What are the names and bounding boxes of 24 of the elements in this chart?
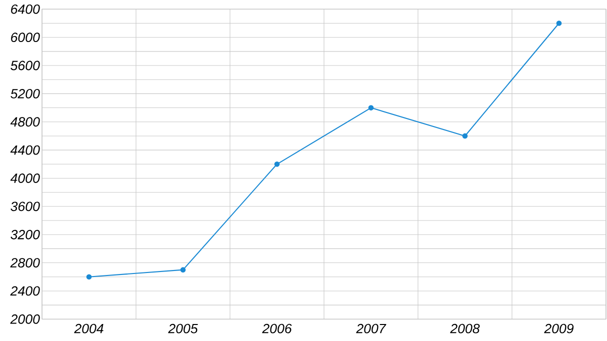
point: [368, 105, 374, 110]
y-tick-label: 2000: [10, 314, 40, 324]
y-tick-label: 3200: [10, 230, 40, 240]
y-tick-label: 5200: [10, 88, 40, 98]
x-tick-label: 2006: [262, 324, 292, 334]
x-tick-label: 2009: [544, 324, 574, 334]
y-tick-label: 5600: [10, 60, 40, 70]
y-tick-label: 4800: [10, 117, 40, 127]
point: [180, 267, 186, 272]
y-tick-label: 4000: [10, 173, 40, 183]
x-tick-label: 2004: [74, 324, 104, 334]
x-tick-label: 2005: [168, 324, 198, 334]
y-tick-label: 6000: [11, 32, 40, 42]
y-tick-label: 3600: [10, 202, 40, 212]
x-tick-label: 2007: [356, 324, 386, 334]
point: [86, 274, 92, 280]
y-tick-label: 6400: [11, 4, 40, 14]
x-tick-label: 2008: [450, 324, 480, 334]
point: [556, 20, 562, 26]
y-tick-label: 2800: [10, 258, 40, 268]
y-tick-label: 4400: [10, 145, 40, 155]
y-tick-label: 2400: [10, 286, 40, 296]
point: [274, 161, 280, 167]
point: [462, 133, 468, 139]
